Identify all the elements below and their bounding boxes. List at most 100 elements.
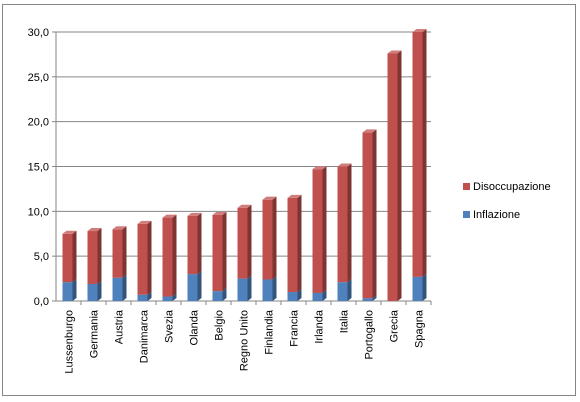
bar-front-face xyxy=(162,217,173,297)
y-tick-label: 0,0 xyxy=(34,296,49,308)
bar-disoccupazione-germania xyxy=(87,228,102,284)
bar-top-face xyxy=(212,211,227,215)
bar-inflazione-germania xyxy=(87,280,102,301)
bar-front-face xyxy=(62,233,73,283)
bar-side-face xyxy=(297,194,302,293)
bar-disoccupazione-francia xyxy=(287,194,302,293)
x-tick-label: Lussenburgo xyxy=(64,310,76,374)
bar-disoccupazione-danimarca xyxy=(137,220,152,295)
bar-front-face xyxy=(137,294,148,301)
legend-label: Disoccupazione xyxy=(473,181,551,193)
y-tick-label: 5,0 xyxy=(34,251,49,263)
x-tick-labels: Lussenburgo Germania Austria Danimarca Svezi… xyxy=(64,309,426,373)
bar-front-face xyxy=(337,166,348,283)
bar-front-face xyxy=(187,215,198,275)
x-tick-label: Portogallo xyxy=(364,310,376,360)
bar-side-face xyxy=(72,279,77,301)
bar-side-face xyxy=(347,163,352,283)
bar-side-face xyxy=(147,291,152,301)
bar-front-face xyxy=(212,214,223,292)
x-tick-label: Svezia xyxy=(164,309,176,343)
bar-side-face xyxy=(272,276,277,301)
bar-side-face xyxy=(247,275,252,301)
legend-item-inflazione: Inflazione xyxy=(463,209,520,221)
y-tick-label: 15,0 xyxy=(28,162,49,174)
bar-top-face xyxy=(162,214,177,218)
bar-front-face xyxy=(312,169,323,293)
bar-side-face xyxy=(297,289,302,301)
bar-top-face xyxy=(87,228,102,232)
bar-side-face xyxy=(122,226,127,278)
bar-front-face xyxy=(387,53,398,301)
bar-front-face xyxy=(412,32,423,277)
x-tick-label: Francia xyxy=(289,309,301,347)
bar-side-face xyxy=(322,166,327,293)
bar-front-face xyxy=(287,292,298,301)
bar-disoccupazione-finlandia xyxy=(262,196,277,280)
bar-front-face xyxy=(162,296,173,301)
bar-top-face xyxy=(62,230,77,234)
bar-side-face xyxy=(422,273,427,301)
legend-swatch xyxy=(463,211,470,218)
bar-top-face xyxy=(137,220,152,224)
y-tick-label: 10,0 xyxy=(28,206,49,218)
y-tick-label: 30,0 xyxy=(28,27,49,39)
bar-inflazione-lussenburgo xyxy=(62,279,77,301)
bar-disoccupazione-irlanda xyxy=(312,166,327,293)
legend-swatch xyxy=(463,183,470,190)
bar-front-face xyxy=(112,229,123,278)
x-tick-label: Grecia xyxy=(389,309,401,342)
bar-top-face xyxy=(387,50,402,54)
bars xyxy=(62,29,427,301)
bar-front-face xyxy=(237,278,248,301)
bar-side-face xyxy=(197,212,202,275)
bar-top-face xyxy=(312,166,327,170)
bar-top-face xyxy=(262,196,277,200)
bar-side-face xyxy=(147,220,152,295)
bar-front-face xyxy=(62,282,73,301)
legend-label: Inflazione xyxy=(473,209,520,221)
x-tick-label: Belgio xyxy=(214,310,226,341)
x-tick-label: Italia xyxy=(339,309,351,333)
bar-side-face xyxy=(122,274,127,301)
bar-front-face xyxy=(337,282,348,301)
bar-disoccupazione-olanda xyxy=(187,212,202,275)
bar-side-face xyxy=(272,196,277,280)
x-tick-label: Regno Unito xyxy=(239,310,251,371)
bar-front-face xyxy=(362,298,373,301)
stacked-bar-chart: 0,0 5,0 10,0 15,0 20,0 25,0 30,0 Lussenburgo Ge… xyxy=(28,27,551,374)
bar-inflazione-olanda xyxy=(187,271,202,301)
bar-front-face xyxy=(237,207,248,279)
bar-disoccupazione-austria xyxy=(112,226,127,278)
bar-top-face xyxy=(287,194,302,198)
bar-disoccupazione-regno-unito xyxy=(237,204,252,279)
bar-inflazione-regno-unito xyxy=(237,275,252,301)
bar-side-face xyxy=(222,288,227,301)
bar-top-face xyxy=(112,226,127,230)
bar-front-face xyxy=(362,132,373,299)
y-tick-label: 25,0 xyxy=(28,72,49,84)
x-tick-label: Germania xyxy=(89,309,101,358)
bar-side-face xyxy=(97,228,102,284)
bar-front-face xyxy=(287,197,298,293)
x-tick-label: Austria xyxy=(114,309,126,344)
bar-side-face xyxy=(397,50,402,301)
y-tick-labels: 0,0 5,0 10,0 15,0 20,0 25,0 30,0 xyxy=(28,27,49,308)
bar-side-face xyxy=(322,289,327,301)
x-tick-label: Finlandia xyxy=(264,309,276,355)
legend-item-disoccupazione: Disoccupazione xyxy=(463,181,551,193)
bar-inflazione-austria xyxy=(112,274,127,301)
bar-side-face xyxy=(247,204,252,279)
bar-top-face xyxy=(412,29,427,32)
bar-inflazione-spagna xyxy=(412,273,427,301)
bar-side-face xyxy=(222,211,227,292)
bar-disoccupazione-belgio xyxy=(212,211,227,292)
bar-side-face xyxy=(422,29,427,277)
bar-front-face xyxy=(187,274,198,301)
bar-disoccupazione-italia xyxy=(337,163,352,283)
x-tick-label: Danimarca xyxy=(139,309,151,363)
x-tick-label: Spagna xyxy=(414,309,426,348)
y-tick-label: 20,0 xyxy=(28,117,49,129)
bar-front-face xyxy=(312,292,323,301)
x-tick-label: Irlanda xyxy=(314,309,326,344)
